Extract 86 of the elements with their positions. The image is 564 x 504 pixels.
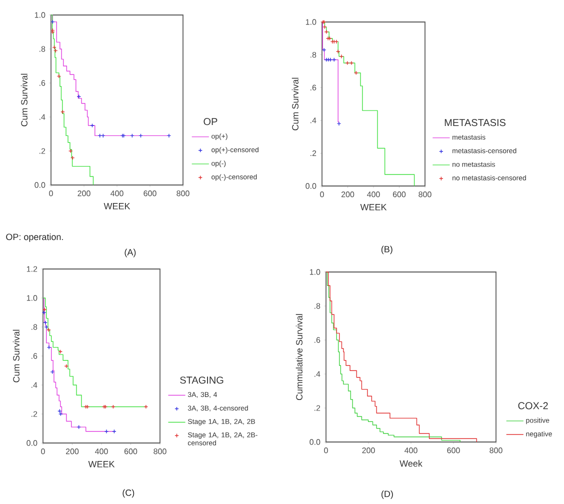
legend-title: COX-2 <box>518 402 548 410</box>
x-tick-label: 800 <box>490 448 502 454</box>
y-tick-label: 0.0 <box>26 440 38 446</box>
y-tick-label: .4 <box>40 114 46 120</box>
y-tick-label: .6 <box>32 353 38 359</box>
point <box>50 370 55 374</box>
y-tick-label: .6 <box>314 337 320 343</box>
y-tick-label: 1.0 <box>34 12 46 18</box>
x-tick-label: 0 <box>41 448 45 454</box>
x-tick-label: 400 <box>95 448 108 454</box>
y-tick-label: 1.2 <box>26 266 38 272</box>
y-tick-label: .8 <box>310 52 316 58</box>
text: (D) <box>382 490 393 499</box>
y-tick-label: .2 <box>314 405 320 411</box>
x-tick-label: 600 <box>124 448 138 454</box>
point <box>58 412 63 416</box>
x-tick-label: 0 <box>49 190 53 196</box>
x-tick-label: 600 <box>144 190 156 196</box>
y-tick-label: 0.0 <box>306 183 316 189</box>
point <box>56 74 62 78</box>
point <box>322 24 327 30</box>
point <box>166 134 172 138</box>
y-axis-title: Cum Survival <box>20 74 28 126</box>
legend-title: OP <box>204 118 218 126</box>
x-axis-title: Week <box>400 460 422 467</box>
y-tick-label: 1.0 <box>26 295 38 301</box>
point <box>42 310 46 315</box>
point <box>336 122 342 126</box>
point <box>76 94 82 99</box>
x-tick-label: 800 <box>418 192 432 198</box>
y-tick-label: .6 <box>40 80 46 86</box>
point <box>44 324 49 330</box>
x-axis-title: WEEK <box>104 203 130 210</box>
point <box>46 345 52 350</box>
point <box>336 49 340 54</box>
text: (C) <box>122 489 134 498</box>
legend-title: STAGING <box>180 376 224 384</box>
text: (B) <box>381 246 392 254</box>
y-tick-label: .8 <box>314 303 320 309</box>
x-tick-label: 0 <box>320 192 324 198</box>
x-tick-label: 200 <box>78 190 90 196</box>
x-tick-label: 600 <box>447 448 460 454</box>
y-tick-label: .4 <box>32 382 38 388</box>
y-tick-label: .2 <box>32 411 38 417</box>
point <box>76 424 81 430</box>
x-tick-label: 0 <box>324 448 328 454</box>
point <box>112 429 116 434</box>
y-tick-label: 1.0 <box>306 19 316 25</box>
x-tick-label: 200 <box>362 448 375 454</box>
x-tick-label: 200 <box>66 448 79 454</box>
point <box>68 148 73 154</box>
y-tick-label: 0.0 <box>34 182 46 188</box>
y-tick-label: .2 <box>40 148 46 154</box>
x-axis-title: WEEK <box>360 204 387 210</box>
point <box>339 54 344 59</box>
point <box>345 60 350 66</box>
point <box>349 60 354 66</box>
x-axis-title: WEEK <box>88 461 115 468</box>
x-tick-label: 800 <box>176 190 190 196</box>
y-tick-label: .4 <box>314 371 320 377</box>
x-tick-label: 200 <box>341 192 354 198</box>
y-axis-title: Cummulative Survival <box>296 314 302 400</box>
point <box>90 123 94 128</box>
point <box>58 408 62 414</box>
y-tick-label: 0.0 <box>310 439 320 445</box>
y-tick-label: 1.0 <box>310 269 320 275</box>
x-tick-label: 400 <box>404 448 418 454</box>
point <box>144 404 148 409</box>
text: (A) <box>124 248 136 258</box>
point <box>322 48 326 52</box>
x-tick-label: 400 <box>367 192 380 198</box>
text: OP: operation. <box>6 234 63 242</box>
legend-title: METASTASIS <box>444 119 506 126</box>
y-axis-title: Cum Survival <box>292 78 298 130</box>
y-tick-label: .6 <box>310 84 316 90</box>
y-tick-label: .8 <box>40 46 46 52</box>
y-tick-label: .4 <box>310 118 316 124</box>
y-tick-label: .8 <box>32 324 38 330</box>
x-tick-label: 600 <box>392 192 406 198</box>
point <box>104 429 109 434</box>
y-tick-label: .2 <box>310 150 316 156</box>
point <box>334 40 339 44</box>
y-axis-title: Cum Survival <box>12 330 20 382</box>
x-tick-label: 800 <box>154 448 166 454</box>
x-tick-label: 400 <box>110 190 124 196</box>
point <box>58 350 63 354</box>
